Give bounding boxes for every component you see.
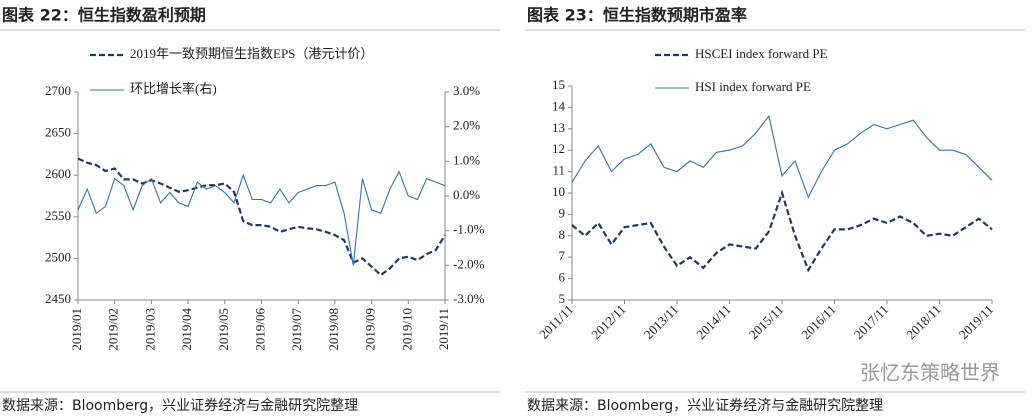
- x-tick-label: 2019/03: [142, 308, 157, 351]
- y-tick-label: 7: [559, 248, 566, 263]
- source-note: 数据来源：Bloomberg，兴业证券经济与金融研究院整理: [527, 398, 883, 414]
- y-tick-label: 12: [552, 141, 565, 156]
- source-note: 数据来源：Bloomberg，兴业证券经济与金融研究院整理: [2, 398, 358, 414]
- chart-title: 图表 23：恒生指数预期市盈率: [527, 6, 747, 25]
- y-tick-label: 2600: [45, 166, 71, 181]
- watermark: 张忆东策略世界: [860, 361, 1000, 385]
- x-tick-label: 2019/08: [326, 308, 341, 351]
- y2-tick-label: 1.0%: [453, 152, 480, 167]
- y-tick-label: 5: [559, 291, 566, 306]
- x-tick-label: 2019/11: [436, 308, 451, 350]
- x-tick-label: 2019/06: [252, 308, 267, 351]
- x-tick-label: 2012/11: [588, 302, 628, 342]
- y-tick-label: 10: [552, 184, 565, 199]
- series-line: [571, 114, 993, 199]
- y2-tick-label: -1.0%: [453, 222, 485, 237]
- y-tick-label: 15: [552, 77, 565, 92]
- x-tick-label: 2013/11: [641, 302, 681, 342]
- x-tick-label: 2019/01: [69, 308, 84, 351]
- x-tick-label: 2019/02: [106, 308, 121, 351]
- x-tick-label: 2011/11: [536, 302, 576, 342]
- x-tick-label: 2017/11: [851, 302, 891, 342]
- y-tick-label: 2700: [45, 83, 71, 98]
- x-tick-label: 2015/11: [746, 302, 786, 342]
- y-tick-label: 2550: [45, 208, 71, 223]
- y2-tick-label: -2.0%: [453, 256, 485, 271]
- y-tick-label: 14: [552, 98, 566, 113]
- x-tick-label: 2019/05: [216, 308, 231, 351]
- y-tick-label: 11: [552, 163, 565, 178]
- y-tick-label: 8: [559, 227, 566, 242]
- legend-label: 环比增长率(右): [130, 81, 217, 96]
- legend-label: HSCEI index forward PE: [695, 46, 828, 61]
- x-tick-label: 2019/10: [399, 308, 414, 351]
- y-tick-label: 2450: [45, 291, 71, 306]
- legend-label: 2019年一致预期恒生指数EPS（港元计价）: [130, 46, 373, 61]
- y2-tick-label: 3.0%: [453, 83, 480, 98]
- series-line: [77, 170, 446, 266]
- x-tick-label: 2016/11: [798, 302, 838, 342]
- series-line: [571, 189, 993, 273]
- y2-tick-label: 0.0%: [453, 187, 480, 202]
- x-tick-label: 2019/07: [289, 308, 304, 351]
- y-tick-label: 6: [559, 270, 566, 285]
- chart-title: 图表 22：恒生指数盈利预期: [2, 6, 206, 25]
- x-tick-label: 2019/04: [179, 308, 194, 351]
- y-tick-label: 2500: [45, 249, 71, 264]
- x-tick-label: 2019/09: [363, 308, 378, 351]
- x-tick-label: 2019/11: [956, 302, 996, 342]
- x-tick-label: 2014/11: [693, 302, 733, 342]
- y-tick-label: 2650: [45, 125, 71, 140]
- y2-tick-label: -3.0%: [453, 291, 485, 306]
- x-tick-label: 2018/11: [903, 302, 943, 342]
- y-tick-label: 9: [559, 205, 566, 220]
- legend-label: HSI index forward PE: [695, 79, 811, 94]
- series-line: [77, 157, 446, 277]
- y2-tick-label: 2.0%: [453, 118, 480, 133]
- y-tick-label: 13: [552, 120, 565, 135]
